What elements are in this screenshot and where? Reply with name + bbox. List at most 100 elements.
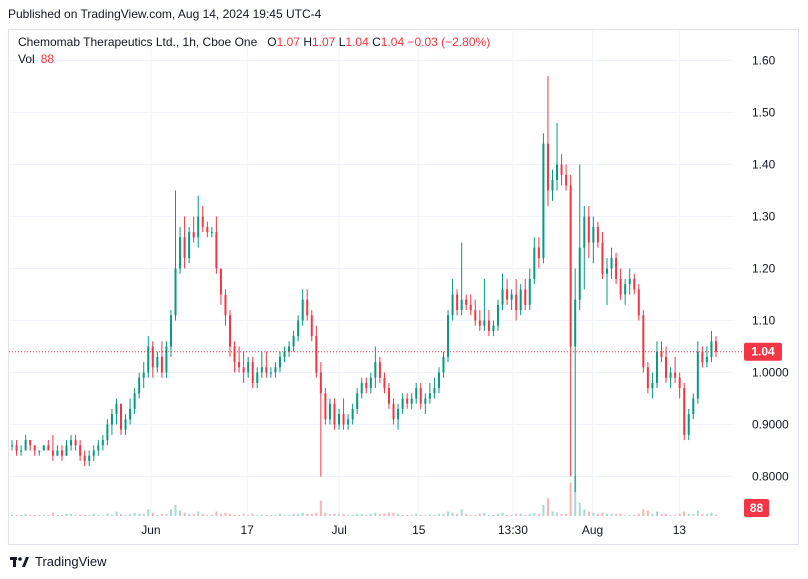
- candle-body: [79, 445, 82, 456]
- volume-bar: [655, 511, 658, 516]
- candle-body: [433, 388, 436, 394]
- candle: [120, 403, 123, 435]
- candle: [665, 346, 668, 383]
- candle: [401, 393, 404, 415]
- legend-change: −0.03 (−2.80%): [407, 35, 491, 49]
- candle-body: [192, 232, 195, 238]
- candle: [206, 221, 209, 238]
- volume-bar: [288, 514, 291, 516]
- candle-body: [138, 377, 141, 394]
- candle: [15, 440, 18, 456]
- volume-bar: [238, 514, 241, 516]
- volume-bar: [610, 513, 613, 516]
- candle: [47, 440, 50, 451]
- volume-bar: [324, 512, 327, 516]
- volume-bar: [115, 511, 118, 516]
- volume-bar: [492, 514, 495, 516]
- candle: [324, 388, 327, 425]
- volume-bar: [60, 514, 63, 516]
- volume-bar: [683, 511, 686, 516]
- candle-body: [101, 440, 104, 446]
- candle-body: [565, 174, 568, 186]
- volume-bar: [397, 513, 400, 516]
- candle: [301, 289, 304, 326]
- volume-bar: [301, 512, 304, 516]
- volume-bar: [165, 513, 168, 516]
- candle: [515, 278, 518, 321]
- legend-low-value: 1.04: [345, 35, 369, 49]
- volume-bar: [605, 513, 608, 516]
- volume-bar: [333, 513, 336, 516]
- candle: [442, 351, 445, 378]
- volume-bar: [701, 513, 704, 516]
- legend-close-label: C: [372, 35, 381, 49]
- candle-body: [133, 393, 136, 409]
- candle: [201, 206, 204, 233]
- candle: [696, 341, 699, 404]
- candle-body: [483, 320, 486, 326]
- candle: [83, 450, 86, 467]
- candle-body: [310, 315, 313, 337]
- candle: [242, 351, 245, 383]
- candle-body: [601, 242, 604, 274]
- volume-bar: [306, 513, 309, 516]
- candle: [456, 289, 459, 316]
- volume-bar: [524, 514, 527, 516]
- candle: [596, 221, 599, 248]
- candle-body: [251, 362, 254, 383]
- candle: [496, 299, 499, 331]
- candle: [292, 330, 295, 352]
- candle-body: [83, 455, 86, 461]
- candle-body: [74, 440, 77, 446]
- candle: [24, 434, 27, 451]
- candle-body: [242, 367, 245, 373]
- candle-body: [129, 408, 132, 420]
- volume-bar: [551, 511, 554, 516]
- candle: [129, 398, 132, 425]
- candle-body: [542, 143, 545, 259]
- volume-bar: [533, 512, 536, 516]
- candle: [542, 133, 545, 264]
- candle: [238, 346, 241, 373]
- candle: [460, 242, 463, 316]
- candle-body: [515, 294, 518, 311]
- candle-body: [256, 372, 259, 383]
- candle-body: [592, 226, 595, 243]
- volume-bar: [106, 513, 109, 516]
- y-tick-label: 1.20: [752, 262, 776, 276]
- volume-badge-text: 88: [750, 501, 764, 515]
- x-tick-label: Aug: [582, 523, 603, 537]
- candle-body: [142, 372, 145, 378]
- candle-body: [97, 445, 100, 451]
- candle: [487, 310, 490, 337]
- candle: [56, 445, 59, 456]
- x-tick-label: Jun: [141, 523, 160, 537]
- candle: [483, 278, 486, 331]
- volume-bar: [383, 513, 386, 516]
- candle: [660, 341, 663, 363]
- tradingview-logo[interactable]: TradingView: [10, 554, 107, 569]
- candle-body: [465, 299, 468, 305]
- candle: [510, 289, 513, 311]
- volume-bar: [192, 513, 195, 516]
- candle-body: [560, 164, 563, 175]
- candle-body: [683, 388, 686, 435]
- volume-bar: [151, 512, 154, 516]
- candle: [428, 382, 431, 404]
- volume-bar: [297, 513, 300, 516]
- volume-bar: [197, 511, 200, 516]
- candle: [142, 362, 145, 389]
- y-tick-label: 1.10: [752, 314, 776, 328]
- candle: [387, 382, 390, 409]
- legend: Chemomab Therapeutics Ltd., 1h, Cboe One…: [18, 35, 490, 49]
- candle-body: [710, 341, 713, 357]
- candle-body: [387, 388, 390, 404]
- candle: [692, 393, 695, 420]
- volume-bar: [428, 514, 431, 516]
- y-tick-label: 1.40: [752, 158, 776, 172]
- candle: [306, 289, 309, 321]
- candle: [397, 403, 400, 430]
- candle: [556, 122, 559, 191]
- volume-bar: [687, 513, 690, 516]
